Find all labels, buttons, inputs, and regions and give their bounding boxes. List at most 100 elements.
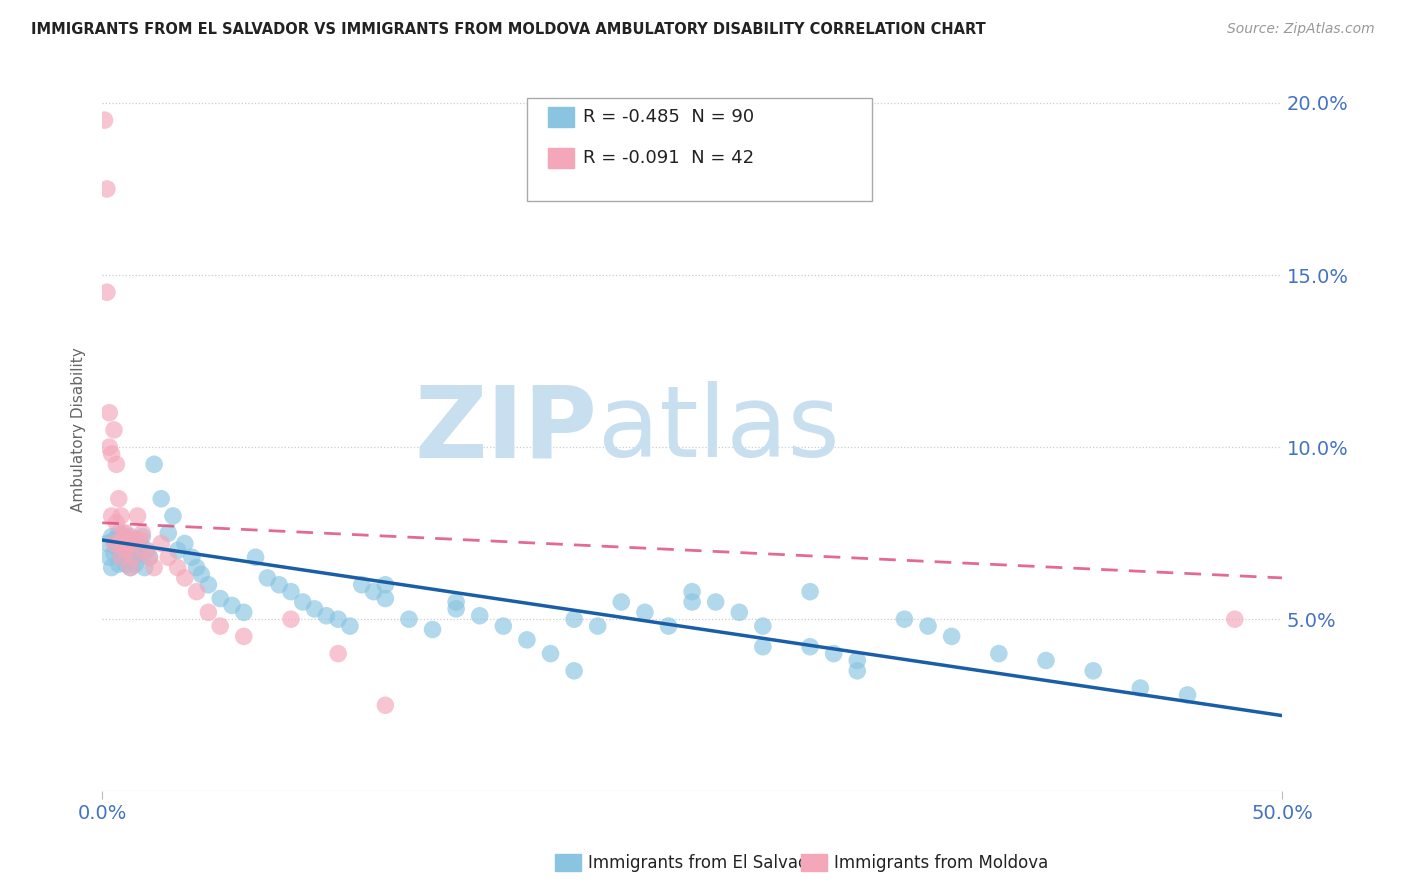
Point (492, 619, 515, 633)
Text: Immigrants from Moldova: Immigrants from Moldova (834, 854, 1047, 871)
Point (157, 526, 180, 541)
Point (112, 526, 135, 541)
Point (540, 647, 562, 661)
Point (374, 698, 396, 713)
Point (941, 629, 963, 643)
Point (110, 543, 132, 558)
Point (96, 285, 118, 300)
Point (124, 557, 146, 571)
Y-axis label: Ambulatory Disability: Ambulatory Disability (72, 348, 86, 512)
Point (339, 619, 361, 633)
Point (256, 571, 278, 585)
Point (221, 599, 243, 613)
Point (107, 536, 129, 550)
Point (516, 632, 538, 647)
Point (232, 629, 254, 643)
Point (987, 647, 1010, 661)
Point (127, 540, 149, 554)
Point (107, 526, 129, 541)
Point (304, 602, 326, 616)
Point (315, 608, 337, 623)
Point (112, 536, 135, 550)
Point (150, 491, 173, 506)
Point (166, 560, 188, 574)
Point (131, 526, 153, 541)
Point (468, 608, 491, 623)
Text: R = -0.091  N = 42: R = -0.091 N = 42 (583, 149, 755, 167)
Point (280, 584, 302, 599)
Point (124, 533, 146, 547)
Point (120, 560, 142, 574)
Point (117, 547, 139, 561)
Point (143, 458, 166, 472)
Point (134, 560, 156, 574)
Point (122, 550, 145, 565)
Point (122, 550, 145, 565)
Text: atlas: atlas (598, 382, 839, 478)
Point (110, 550, 132, 565)
Point (129, 536, 152, 550)
Point (444, 595, 467, 609)
Point (124, 533, 146, 547)
Point (328, 612, 350, 626)
Point (657, 619, 679, 633)
Point (398, 612, 420, 626)
Point (562, 664, 585, 678)
Point (157, 550, 180, 565)
Point (634, 605, 657, 619)
Text: IMMIGRANTS FROM EL SALVADOR VS IMMIGRANTS FROM MOLDOVA AMBULATORY DISABILITY COR: IMMIGRANTS FROM EL SALVADOR VS IMMIGRANT… (31, 22, 986, 37)
Point (209, 619, 232, 633)
Point (114, 540, 136, 554)
Point (190, 567, 212, 582)
Point (120, 560, 142, 574)
Point (166, 543, 188, 558)
Point (138, 550, 160, 565)
Point (117, 536, 139, 550)
Point (131, 530, 153, 544)
Point (422, 623, 444, 637)
Point (100, 560, 122, 574)
Point (162, 508, 184, 523)
Point (96, 536, 118, 550)
Point (610, 595, 633, 609)
Point (173, 536, 195, 550)
Point (98, 440, 121, 454)
Point (562, 612, 585, 626)
Point (444, 602, 467, 616)
Point (122, 543, 145, 558)
Point (917, 619, 939, 633)
Point (173, 571, 195, 585)
Point (112, 533, 135, 547)
Point (107, 557, 129, 571)
Point (681, 595, 703, 609)
Point (328, 647, 350, 661)
Point (127, 547, 149, 561)
Point (350, 578, 373, 592)
Point (105, 540, 128, 554)
Point (704, 595, 727, 609)
Point (98, 550, 121, 565)
Point (98, 406, 121, 420)
Point (100, 508, 122, 523)
Point (752, 619, 775, 633)
Text: Source: ZipAtlas.com: Source: ZipAtlas.com (1227, 22, 1375, 37)
Point (232, 605, 254, 619)
Point (96, 182, 118, 196)
Point (1129, 681, 1152, 695)
Text: R = -0.485  N = 90: R = -0.485 N = 90 (583, 108, 755, 126)
Point (728, 605, 751, 619)
Point (103, 536, 125, 550)
Point (136, 543, 159, 558)
Text: ZIP: ZIP (415, 382, 598, 478)
Point (105, 458, 128, 472)
Point (114, 557, 136, 571)
Point (110, 508, 132, 523)
Point (823, 647, 845, 661)
Text: Immigrants from El Salvador: Immigrants from El Salvador (588, 854, 825, 871)
Point (103, 533, 125, 547)
Point (1177, 688, 1199, 702)
Point (120, 536, 142, 550)
Point (107, 491, 129, 506)
Point (1035, 653, 1057, 667)
Point (291, 595, 314, 609)
